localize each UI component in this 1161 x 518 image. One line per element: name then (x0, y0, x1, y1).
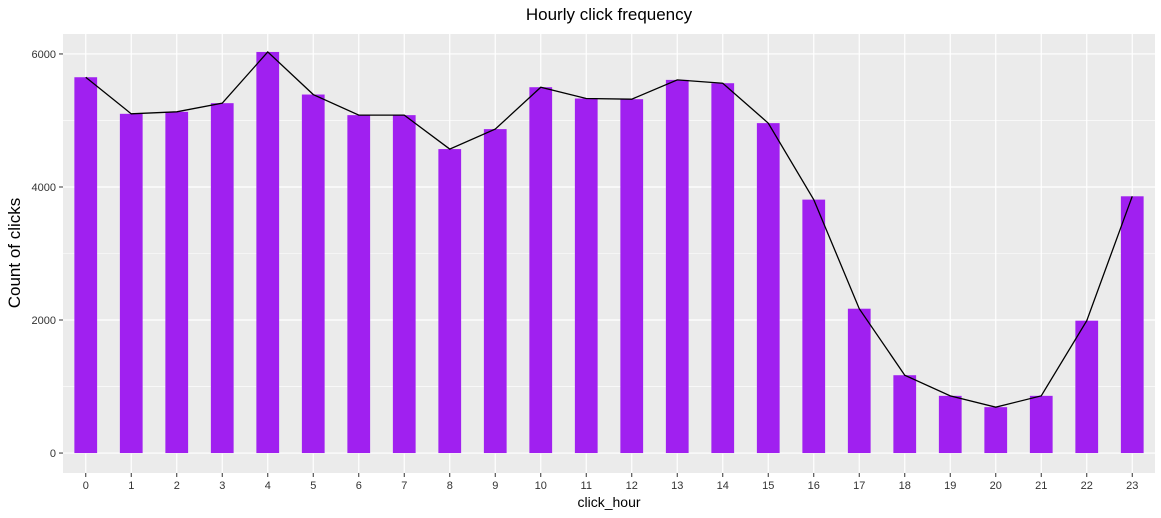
x-tick-label: 8 (447, 480, 453, 492)
x-tick-label: 14 (717, 480, 729, 492)
bar (74, 77, 98, 454)
bar-layer (74, 51, 1144, 454)
y-tick-label: 0 (50, 448, 56, 460)
x-tick-label: 11 (581, 480, 592, 492)
x-axis-ticks: 0 1 2 3 4 5 6 7 8 9 10 11 12 13 14 15 16 17 18 19 20 21 22 23 (83, 473, 1138, 492)
y-axis-title: Count of clicks (5, 198, 24, 309)
bar (1120, 196, 1144, 454)
x-tick-label: 3 (219, 480, 225, 492)
x-tick-label: 21 (1035, 480, 1047, 492)
bar (301, 94, 325, 454)
line-layer (85, 51, 1133, 408)
bar (938, 395, 962, 454)
bar (847, 308, 871, 454)
x-axis-title: click_hour (577, 494, 640, 510)
bar (165, 111, 189, 454)
x-tick-label: 5 (310, 480, 316, 492)
bar (711, 83, 735, 454)
bar (665, 79, 689, 454)
x-tick-label: 13 (671, 480, 683, 492)
bar (529, 87, 553, 454)
x-tick-label: 17 (853, 480, 865, 492)
x-tick-label: 1 (128, 480, 134, 492)
x-tick-label: 7 (401, 480, 407, 492)
bar (574, 98, 598, 454)
bar (256, 51, 280, 454)
x-tick-label: 10 (535, 480, 547, 492)
x-tick-label: 9 (492, 480, 498, 492)
x-tick-label: 15 (762, 480, 774, 492)
x-tick-label: 18 (899, 480, 911, 492)
bar (119, 113, 143, 454)
bar (756, 123, 780, 454)
chart-title: Hourly click frequency (526, 5, 693, 24)
bar (210, 103, 234, 454)
x-tick-label: 0 (83, 480, 89, 492)
x-tick-label: 4 (265, 480, 271, 492)
y-tick-label: 2000 (32, 315, 56, 327)
x-tick-label: 20 (990, 480, 1002, 492)
bar (1075, 320, 1099, 454)
bar (893, 375, 917, 454)
bar (392, 115, 416, 454)
x-tick-label: 19 (944, 480, 956, 492)
y-tick-label: 4000 (32, 182, 56, 194)
y-axis-ticks: 0 2000 4000 6000 (32, 49, 63, 460)
trend-line (85, 51, 1133, 408)
bar (620, 99, 644, 454)
x-tick-label: 12 (626, 480, 638, 492)
bar (802, 199, 826, 454)
x-tick-label: 22 (1081, 480, 1093, 492)
x-tick-label: 23 (1126, 480, 1138, 492)
x-tick-label: 6 (356, 480, 362, 492)
bar (1029, 395, 1053, 454)
x-tick-label: 2 (174, 480, 180, 492)
bar (483, 129, 507, 454)
bar (438, 149, 462, 454)
bar (984, 407, 1008, 454)
bar (347, 115, 371, 454)
x-tick-label: 16 (808, 480, 820, 492)
y-tick-label: 6000 (32, 49, 56, 61)
